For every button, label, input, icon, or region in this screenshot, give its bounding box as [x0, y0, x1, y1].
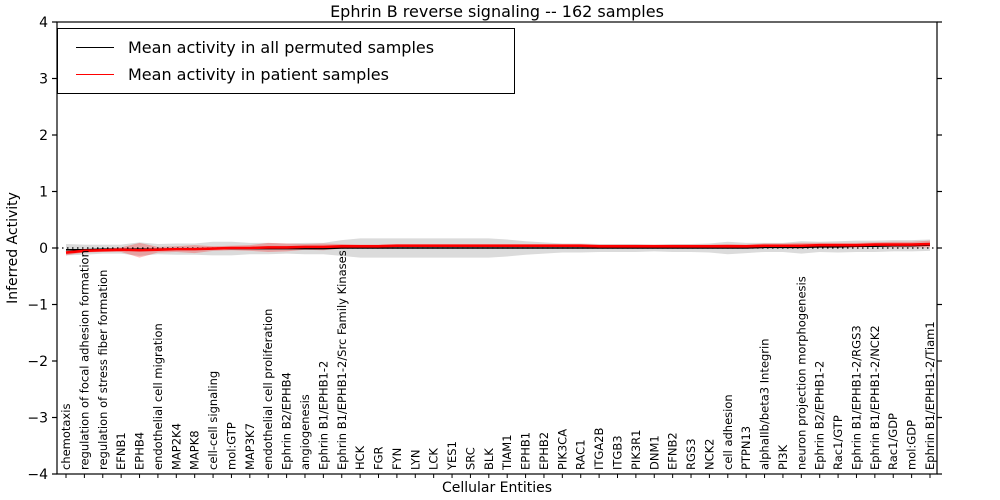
x-tick-label: mol:GDP [905, 420, 919, 470]
x-tick-label: Ephrin B1/EPHB1-2/NCK2 [868, 325, 882, 470]
x-tick-label: PIK3CA [555, 429, 569, 470]
patient-band [66, 240, 930, 258]
permuted-line-swatch [76, 46, 114, 48]
x-tick-label: alphaIIb/beta3 Integrin [758, 338, 772, 470]
x-tick-label: ITGB3 [611, 435, 625, 470]
y-tick-label: −4 [27, 467, 48, 483]
y-tick-label: 0 [39, 241, 48, 257]
x-tick-label: endothelial cell proliferation [261, 309, 275, 470]
x-tick-label: Ephrin B2/EPHB4 [280, 372, 294, 470]
x-tick-label: Rac1/GTP [831, 415, 845, 470]
y-axis-label: Inferred Activity [5, 192, 21, 304]
legend-label-permuted: Mean activity in all permuted samples [128, 37, 435, 57]
x-tick-label: cell adhesion [721, 394, 735, 470]
x-tick-label: neuron projection morphogenesis [794, 276, 808, 470]
x-tick-label: MAPK8 [188, 430, 202, 470]
x-tick-label: regulation of stress fiber formation [96, 270, 110, 470]
x-tick-label: TIAM1 [500, 434, 514, 471]
legend: Mean activity in all permuted samples Me… [57, 28, 515, 94]
x-tick-label: YES1 [445, 441, 459, 471]
x-tick-label: NCK2 [702, 439, 716, 471]
x-tick-label: RAC1 [574, 439, 588, 470]
patient-line-swatch [76, 74, 114, 76]
y-tick-label: −3 [27, 411, 48, 427]
x-tick-label: angiogenesis [298, 394, 312, 470]
x-tick-label: PI3K [776, 444, 790, 470]
y-tick-label: −1 [27, 298, 48, 314]
x-tick-label: EPHB4 [133, 432, 147, 470]
x-tick-label: regulation of focal adhesion formation [77, 250, 91, 470]
x-tick-label: EPHB2 [537, 432, 551, 470]
x-tick-label: EPHB1 [519, 432, 533, 470]
x-tick-label: endothelial cell migration [151, 323, 165, 470]
x-tick-label: MAP3K7 [243, 423, 257, 470]
x-tick-label: FGR [372, 446, 386, 470]
x-tick-label: Ephrin B1/EPHB1-2 [316, 361, 330, 470]
x-tick-label: Ephrin B1/EPHB1-2/Src Family Kinases [335, 250, 349, 470]
x-tick-label: Rac1/GDP [886, 413, 900, 470]
x-tick-label: SRC [463, 447, 477, 470]
x-tick-label: ITGA2B [592, 427, 606, 470]
x-tick-label: PTPN13 [739, 426, 753, 470]
x-tick-label: RGS3 [684, 438, 698, 470]
x-tick-label: EFNB2 [666, 432, 680, 470]
x-tick-label: mol:GTP [224, 422, 238, 470]
x-tick-label: chemotaxis [59, 404, 73, 470]
x-tick-label: HCK [353, 445, 367, 470]
legend-label-patient: Mean activity in patient samples [128, 65, 389, 85]
x-tick-label: Ephrin B2/EPHB1-2 [813, 361, 827, 470]
y-tick-label: 4 [39, 15, 48, 31]
x-axis-label: Cellular Entities [441, 480, 553, 496]
x-tick-label: EFNB1 [114, 432, 128, 470]
legend-item-patient: Mean activity in patient samples [58, 65, 514, 84]
y-tick-label: −2 [27, 354, 48, 370]
x-tick-label: FYN [390, 448, 404, 470]
x-tick-label: LYN [408, 449, 422, 470]
patient-mean-line [65, 242, 931, 254]
x-tick-label: PIK3R1 [629, 430, 643, 471]
legend-item-permuted: Mean activity in all permuted samples [58, 38, 514, 57]
y-tick-label: 3 [39, 72, 48, 88]
x-tick-label: DNM1 [647, 435, 661, 470]
x-tick-label: Ephrin B1/EPHB1-2/Tiam1 [923, 321, 937, 470]
y-tick-label: 2 [39, 128, 48, 144]
x-tick-label: cell-cell signaling [206, 371, 220, 470]
x-tick-label: LCK [427, 448, 441, 470]
x-tick-label: Ephrin B1/EPHB1-2/RGS3 [849, 325, 863, 470]
chart-title: Ephrin B reverse signaling -- 162 sample… [330, 2, 664, 21]
x-tick-label: MAP2K4 [169, 423, 183, 470]
y-tick-label: 1 [39, 185, 48, 201]
x-tick-label: BLK [482, 448, 496, 470]
